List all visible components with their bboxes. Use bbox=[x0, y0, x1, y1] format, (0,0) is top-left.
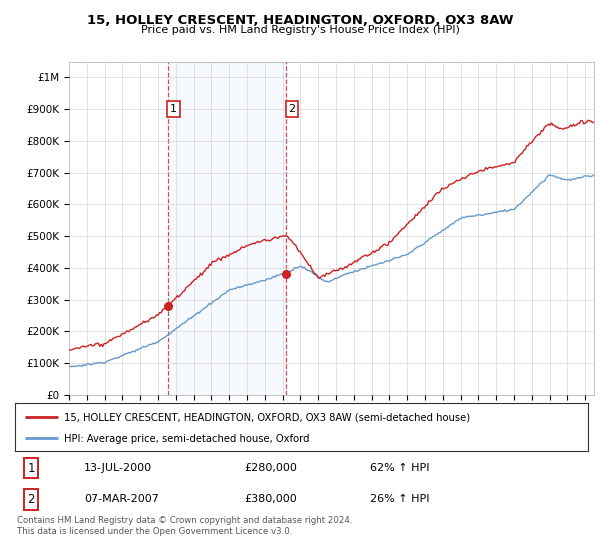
Text: 15, HOLLEY CRESCENT, HEADINGTON, OXFORD, OX3 8AW: 15, HOLLEY CRESCENT, HEADINGTON, OXFORD,… bbox=[87, 14, 513, 27]
Bar bbox=[167, 62, 286, 395]
Text: 1: 1 bbox=[170, 104, 177, 114]
Text: 07-MAR-2007: 07-MAR-2007 bbox=[84, 494, 158, 505]
Text: 13-JUL-2000: 13-JUL-2000 bbox=[84, 463, 152, 473]
Text: 62% ↑ HPI: 62% ↑ HPI bbox=[370, 463, 430, 473]
Text: £280,000: £280,000 bbox=[244, 463, 297, 473]
Text: £380,000: £380,000 bbox=[244, 494, 297, 505]
Text: Price paid vs. HM Land Registry's House Price Index (HPI): Price paid vs. HM Land Registry's House … bbox=[140, 25, 460, 35]
Text: 26% ↑ HPI: 26% ↑ HPI bbox=[370, 494, 430, 505]
Text: HPI: Average price, semi-detached house, Oxford: HPI: Average price, semi-detached house,… bbox=[64, 434, 309, 444]
Text: 15, HOLLEY CRESCENT, HEADINGTON, OXFORD, OX3 8AW (semi-detached house): 15, HOLLEY CRESCENT, HEADINGTON, OXFORD,… bbox=[64, 413, 470, 422]
Text: 2: 2 bbox=[27, 493, 35, 506]
Text: 1: 1 bbox=[27, 462, 35, 475]
Text: Contains HM Land Registry data © Crown copyright and database right 2024.
This d: Contains HM Land Registry data © Crown c… bbox=[17, 516, 352, 536]
Text: 2: 2 bbox=[289, 104, 296, 114]
